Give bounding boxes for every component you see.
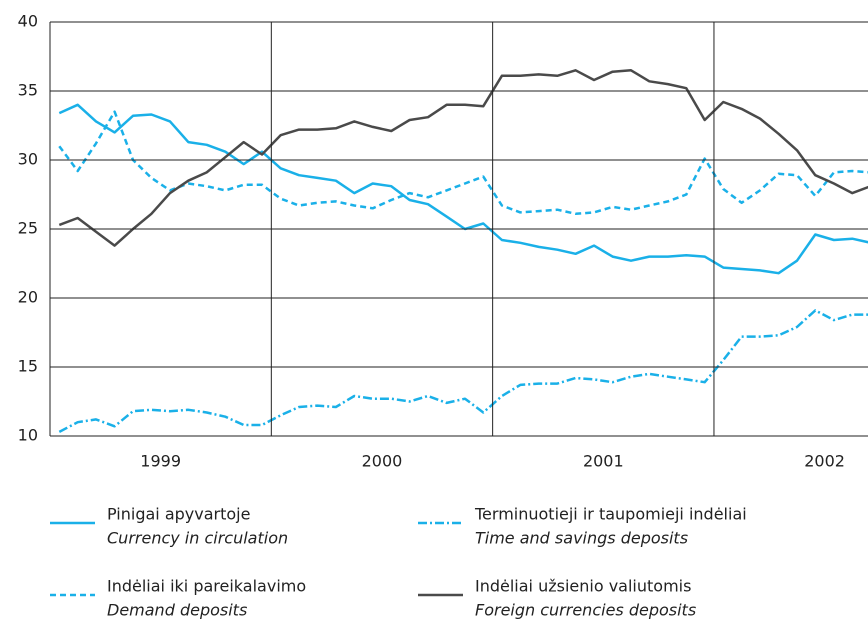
y-tick-label: 15 — [18, 357, 38, 376]
y-tick-label: 10 — [18, 426, 38, 445]
legend-label-en: Demand deposits — [107, 601, 247, 620]
plot-area — [58, 69, 868, 434]
x-tick-label: 1999 — [140, 452, 181, 471]
y-tick-label: 25 — [18, 219, 38, 238]
legend-label: Indėliai iki pareikalavimo — [107, 577, 306, 596]
x-tick-label: 2001 — [583, 452, 624, 471]
series-line — [58, 309, 868, 434]
legend-label-en: Time and savings deposits — [475, 529, 688, 548]
y-tick-label: 30 — [18, 150, 38, 169]
series-line — [58, 110, 868, 216]
legend-label-en: Currency in circulation — [107, 529, 288, 548]
y-tick-label: 35 — [18, 81, 38, 100]
legend-label: Terminuotieji ir taupomieji indėliai — [474, 505, 747, 524]
x-tick-label: 2000 — [362, 452, 403, 471]
series-line — [58, 69, 868, 247]
legend-label: Indėliai užsienio valiutomis — [475, 577, 691, 596]
y-tick-label: 20 — [18, 288, 38, 307]
legend-label-en: Foreign currencies deposits — [475, 601, 696, 620]
y-tick-label: 40 — [18, 12, 38, 31]
legend-label: Pinigai apyvartoje — [107, 505, 250, 524]
series-line — [58, 103, 868, 275]
x-tick-label: 2002 — [804, 452, 845, 471]
